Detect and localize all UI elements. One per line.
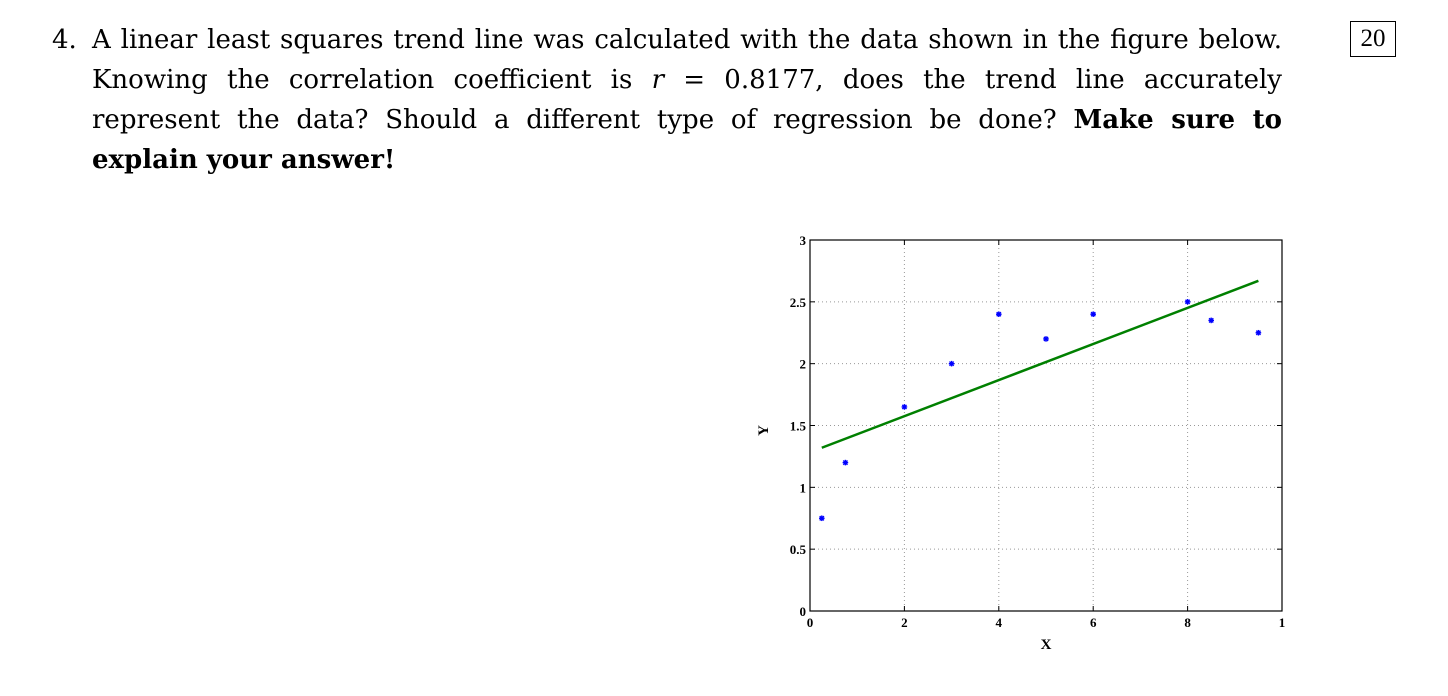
data-point (1208, 317, 1214, 324)
y-tick-label: 2.5 (790, 295, 807, 310)
data-point (996, 311, 1002, 317)
question-text-part-1: A linear least squares trend line was ca… (92, 25, 1282, 95)
data-point (901, 404, 908, 410)
question-number: 4. (52, 25, 77, 55)
x-tick-label: 6 (1090, 615, 1097, 630)
y-axis-label: Y (756, 425, 772, 436)
y-tick-label: 1.5 (790, 419, 807, 434)
question-text-part-2: , does the trend line accurately represe… (92, 65, 1282, 135)
data-point (1184, 299, 1191, 305)
data-point (1255, 329, 1262, 336)
points-box: 20 (1350, 21, 1396, 57)
data-point (842, 459, 849, 466)
x-axis-label: X (1041, 637, 1052, 653)
data-point (948, 360, 955, 367)
data-point (1043, 336, 1049, 342)
x-tick-label: 0 (807, 615, 814, 630)
x-tick-label: 1 (1279, 615, 1286, 630)
data-point (1090, 311, 1096, 317)
question-text: A linear least squares trend line was ca… (92, 20, 1282, 180)
x-tick-label: 8 (1184, 615, 1191, 630)
r-symbol: r (651, 65, 665, 95)
r-value: = 0.8177 (664, 65, 816, 95)
x-tick-label: 4 (996, 615, 1003, 630)
data-point (819, 515, 825, 522)
y-tick-label: 3 (800, 233, 807, 248)
question-block: 4. A linear least squares trend line was… (52, 20, 1282, 180)
y-tick-label: 1 (800, 480, 807, 495)
question-emphasis: Make sure to explain your answer! (92, 105, 1282, 175)
trend-line (821, 279, 1259, 449)
y-tick-label: 0.5 (790, 542, 807, 557)
y-tick-label: 0 (800, 604, 807, 619)
x-tick-label: 2 (901, 615, 908, 630)
y-tick-label: 2 (800, 357, 807, 372)
